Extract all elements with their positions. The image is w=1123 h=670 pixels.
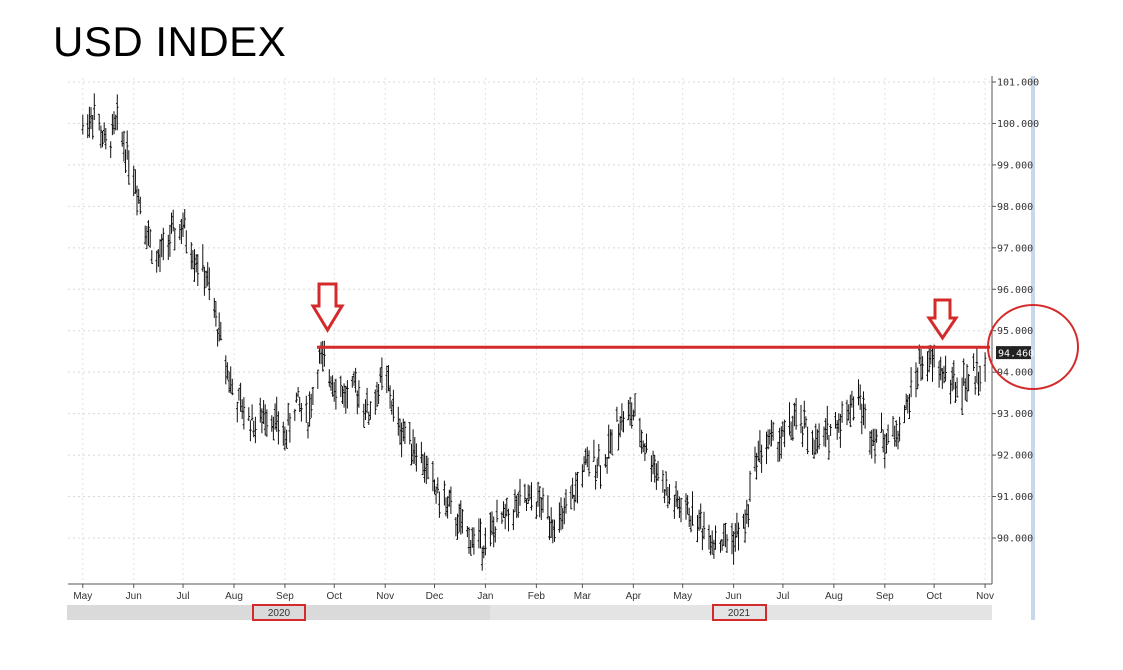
- x-tick-label: Oct: [926, 591, 942, 602]
- x-tick-label: Jul: [777, 591, 790, 602]
- price-series-line: [81, 93, 987, 571]
- y-tick-label: 98.000: [997, 202, 1033, 213]
- y-tick-label: 96.000: [997, 285, 1033, 296]
- x-tick-label: Jan: [477, 591, 493, 602]
- x-tick-label: Aug: [225, 591, 243, 602]
- year-label-2021: 2021: [728, 608, 751, 619]
- x-tick-label: May: [673, 591, 692, 602]
- x-tick-label: Mar: [574, 591, 592, 602]
- x-tick-label: Jul: [177, 591, 190, 602]
- y-tick-label: 99.000: [997, 160, 1033, 171]
- x-tick-label: Nov: [976, 591, 994, 602]
- y-tick-label: 94.000: [997, 368, 1033, 379]
- x-tick-label: Jun: [726, 591, 742, 602]
- y-tick-label: 101.000: [997, 78, 1039, 89]
- current-price-label: 94.460: [998, 349, 1034, 360]
- x-axis: May Jun Jul Aug Sep Oct Nov Dec Jan Feb Mar Apr May J…: [73, 584, 994, 602]
- y-tick-label: 97.000: [997, 243, 1033, 254]
- year-2020-box: [252, 604, 306, 621]
- current-price-badge: [996, 346, 1031, 360]
- year-label-2020: 2020: [268, 608, 291, 619]
- x-tick-label: Sep: [276, 591, 294, 602]
- x-tick-label: Jun: [126, 591, 142, 602]
- x-tick-label: May: [73, 591, 92, 602]
- y-tick-label: 92.000: [997, 451, 1033, 462]
- y-tick-label: 100.000: [997, 119, 1039, 130]
- y-axis: 90.000 91.000 92.000 93.000 94.000 95.000 96.0…: [992, 78, 1039, 545]
- y-tick-label: 91.000: [997, 492, 1033, 503]
- y-tick-label: 95.000: [997, 326, 1033, 337]
- x-tick-label: Aug: [825, 591, 843, 602]
- arrow-down-icon: [310, 282, 345, 333]
- chart-title: USD INDEX: [53, 18, 287, 65]
- y-tick-label: 90.000: [997, 534, 1033, 545]
- year-2021-box: [712, 604, 767, 621]
- highlight-circle: [987, 304, 1079, 390]
- x-tick-label: Feb: [528, 591, 546, 602]
- x-tick-label: Apr: [626, 591, 642, 602]
- scrollbar[interactable]: [1031, 76, 1035, 620]
- navigator-segment-2020: [67, 605, 490, 620]
- grid: [68, 78, 990, 584]
- y-tick-label: 93.000: [997, 409, 1033, 420]
- x-tick-label: Dec: [426, 591, 444, 602]
- x-tick-label: Nov: [376, 591, 394, 602]
- x-tick-label: Oct: [326, 591, 342, 602]
- price-bars: [81, 93, 987, 571]
- arrow-down-icon: [926, 298, 959, 341]
- x-tick-label: Sep: [876, 591, 894, 602]
